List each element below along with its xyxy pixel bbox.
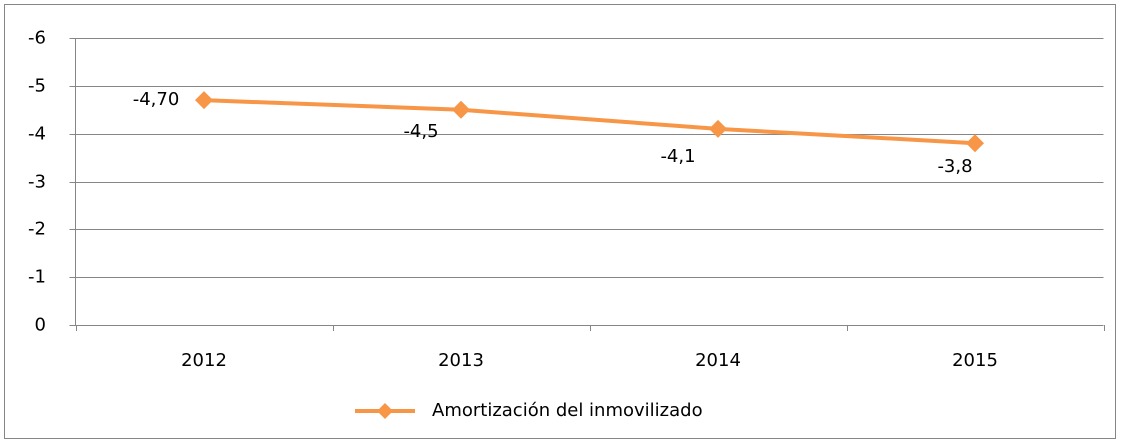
data-label: -3,8 bbox=[937, 156, 972, 177]
data-point bbox=[195, 91, 213, 110]
x-tick-label: 2014 bbox=[695, 350, 741, 371]
legend-label: Amortización del inmovilizado bbox=[432, 400, 703, 421]
data-point bbox=[966, 134, 984, 153]
x-tick-label: 2013 bbox=[438, 350, 484, 371]
x-tick-label: 2015 bbox=[952, 350, 998, 371]
y-tick-label: -5 bbox=[28, 76, 46, 97]
legend-marker bbox=[377, 403, 393, 419]
data-point bbox=[709, 119, 727, 138]
y-tick-label: -2 bbox=[28, 219, 46, 240]
y-tick-label: 0 bbox=[35, 315, 46, 336]
data-label: -4,5 bbox=[403, 121, 438, 142]
chart-border bbox=[4, 4, 1116, 439]
y-tick-label: -6 bbox=[28, 28, 46, 49]
y-tick-label: -3 bbox=[28, 172, 46, 193]
data-point bbox=[452, 100, 470, 119]
data-line bbox=[203, 98, 976, 146]
x-tick-label: 2012 bbox=[181, 350, 227, 371]
y-tick-label: -4 bbox=[28, 124, 46, 145]
data-label: -4,70 bbox=[133, 89, 180, 110]
y-tick-label: -1 bbox=[28, 267, 46, 288]
data-label: -4,1 bbox=[660, 146, 695, 167]
